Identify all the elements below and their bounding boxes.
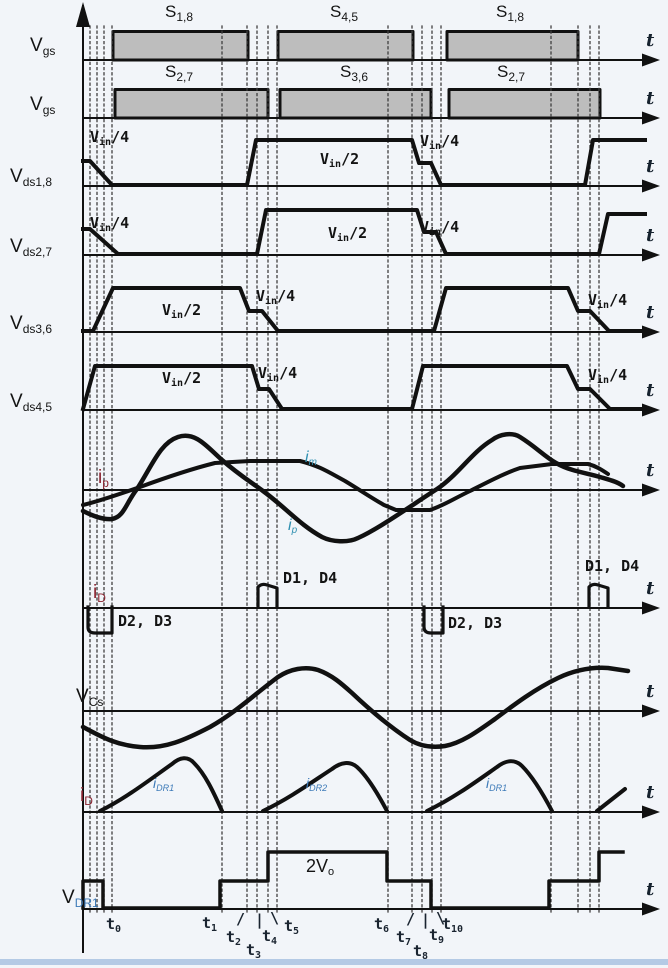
time-leader-tick: | — [421, 911, 431, 929]
t-axis-label: t — [646, 30, 655, 51]
gate-label-s27-1: S2,7 — [165, 62, 194, 84]
row-label-vgs-bottom: Vgs — [30, 94, 56, 117]
vin-half-mark: Vin/2 — [320, 150, 360, 170]
row-label-vgs-top: Vgs — [30, 35, 56, 58]
output-voltage-mark: 2Vo — [306, 856, 335, 878]
time-leader-tick: \ — [436, 909, 446, 927]
vin-half-mark: Vin/2 — [328, 224, 368, 244]
row-label-vds36: Vds3,6 — [10, 313, 53, 336]
diode-label-d14-1: D1, D4 — [283, 569, 338, 587]
im-curve — [81, 459, 610, 512]
idr2-label: iDR2 — [306, 775, 328, 793]
t-axis-label: t — [646, 380, 655, 401]
time-label-t0: t0 — [106, 915, 122, 935]
vin-quarter-mark: Vin/4 — [588, 366, 628, 386]
diode-pulse-d23-2 — [422, 605, 445, 635]
t-axis-label: t — [646, 225, 655, 246]
row-label-vdr1: VDR1 — [62, 887, 99, 910]
vin-quarter-mark: Vin/4 — [256, 287, 296, 307]
vin-quarter-mark: Vin/4 — [420, 218, 460, 238]
diode-label-d23-1: D2, D3 — [118, 612, 173, 630]
time-label-t3: t3 — [246, 941, 262, 961]
row-label-vcs: VCs — [76, 686, 104, 709]
time-label-t5: t5 — [284, 917, 300, 937]
time-leader-tick: / — [236, 910, 246, 928]
bottom-edge-strip — [0, 959, 668, 965]
idr1-label-1: iDR1 — [153, 775, 175, 793]
gate-label-s36: S3,6 — [340, 62, 369, 84]
vin-quarter-mark: Vin/4 — [588, 291, 628, 311]
gate-label-s45: S4,5 — [330, 2, 359, 24]
vds18-waveform — [81, 138, 647, 187]
time-leader-tick: / — [406, 910, 416, 928]
ip-curve-label: ip — [288, 517, 298, 536]
t-axis-label: t — [646, 88, 655, 109]
diode-label-d23-2: D2, D3 — [448, 614, 503, 632]
idr-hump-1 — [98, 756, 224, 813]
vds36-waveform — [81, 286, 647, 333]
im-curve-label: im — [305, 449, 317, 468]
diode-label-d14-2: D1, D4 — [585, 557, 640, 575]
ip-curve — [80, 431, 626, 544]
idr1-label-2: iDR1 — [486, 775, 508, 793]
gate-pulse-rects — [111, 30, 602, 120]
row-label-vds45: Vds4,5 — [10, 391, 53, 414]
t-axis-label: t — [646, 578, 655, 599]
vin-quarter-mark: Vin/4 — [420, 132, 460, 152]
row-label-ip: ip — [98, 467, 109, 490]
time-label-t10: t10 — [442, 915, 464, 935]
idr-hump-3 — [425, 759, 554, 813]
vin-half-mark: Vin/2 — [162, 301, 202, 321]
t-axis-label: t — [646, 302, 655, 323]
time-label-t7: t7 — [396, 928, 412, 948]
vcs-curve — [80, 665, 631, 750]
time-label-t1: t1 — [202, 914, 218, 934]
time-label-t9: t9 — [429, 926, 445, 946]
time-label-t4: t4 — [262, 927, 278, 947]
diode-pulse-d14-1 — [256, 582, 279, 609]
t-axis-label: t — [646, 879, 655, 900]
gate-label-s27-2: S2,7 — [497, 62, 526, 84]
time-label-t8: t8 — [413, 942, 429, 962]
gate-label-s18-1: S1,8 — [165, 2, 194, 24]
dotted-time-guides — [89, 25, 600, 913]
idr-hump-2 — [261, 761, 389, 813]
vin-quarter-mark: Vin/4 — [258, 364, 298, 384]
time-label-t2: t2 — [226, 928, 242, 948]
row-label-id-diode: iD — [93, 582, 106, 605]
t-axis-label: t — [646, 156, 655, 177]
vdr1-waveform — [81, 850, 625, 910]
time-label-t6: t6 — [374, 915, 390, 935]
diode-pulse-d14-2 — [587, 582, 610, 609]
diode-pulse-d23-1 — [86, 605, 114, 635]
t-axis-label: t — [646, 782, 655, 803]
vin-quarter-mark: Vin/4 — [90, 214, 130, 234]
t-axis-label: t — [646, 460, 655, 481]
gate-label-s18-2: S1,8 — [496, 2, 525, 24]
axis-arrowheads — [76, 2, 660, 916]
idr-tail — [595, 787, 627, 813]
row-label-vds27: Vds2,7 — [10, 236, 53, 259]
time-leader-tick: \ — [270, 909, 280, 927]
row-label-id-rect: iD — [80, 785, 93, 808]
t-axis-label: t — [646, 681, 655, 702]
time-leader-tick: | — [255, 911, 265, 929]
vds45-waveform — [80, 364, 647, 412]
vin-half-mark: Vin/2 — [162, 369, 202, 389]
vds27-waveform — [81, 208, 647, 256]
row-label-vds18: Vds1,8 — [10, 166, 53, 189]
vin-quarter-mark: Vin/4 — [90, 128, 130, 148]
